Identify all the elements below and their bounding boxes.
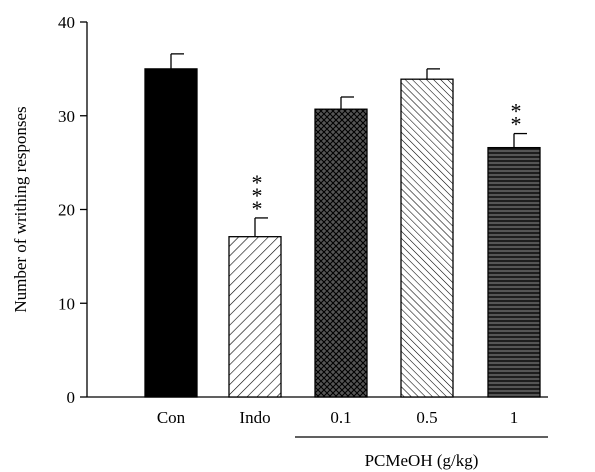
bar-con	[144, 68, 198, 398]
significance-marker: *	[252, 183, 263, 208]
x-tick-label: 0.5	[416, 408, 437, 427]
bar-0_5	[400, 78, 454, 398]
significance-marker: *	[252, 196, 263, 221]
axes: 0 10 20 30 40	[58, 13, 548, 407]
x-tick-label: 0.1	[330, 408, 351, 427]
bars: Con Indo***0.1 0.5 1**	[144, 53, 548, 438]
x-tick-label: 1	[510, 408, 519, 427]
bar-1	[487, 146, 541, 398]
bar-0_1	[314, 108, 368, 398]
y-tick-label: 40	[58, 13, 75, 32]
x-tick-label: Indo	[239, 408, 270, 427]
y-axis-title: Number of writhing responses	[11, 106, 30, 312]
bar-indo	[228, 236, 282, 398]
x-tick-label: Con	[157, 408, 186, 427]
y-tick-label: 10	[58, 294, 75, 313]
group-label: PCMeOH (g/kg)	[365, 451, 479, 470]
y-tick-label: 20	[58, 201, 75, 220]
y-tick-label: 0	[67, 388, 76, 407]
significance-marker: *	[511, 112, 522, 137]
y-tick-label: 30	[58, 107, 75, 126]
significance-marker: *	[511, 99, 522, 124]
significance-marker: *	[252, 170, 263, 195]
